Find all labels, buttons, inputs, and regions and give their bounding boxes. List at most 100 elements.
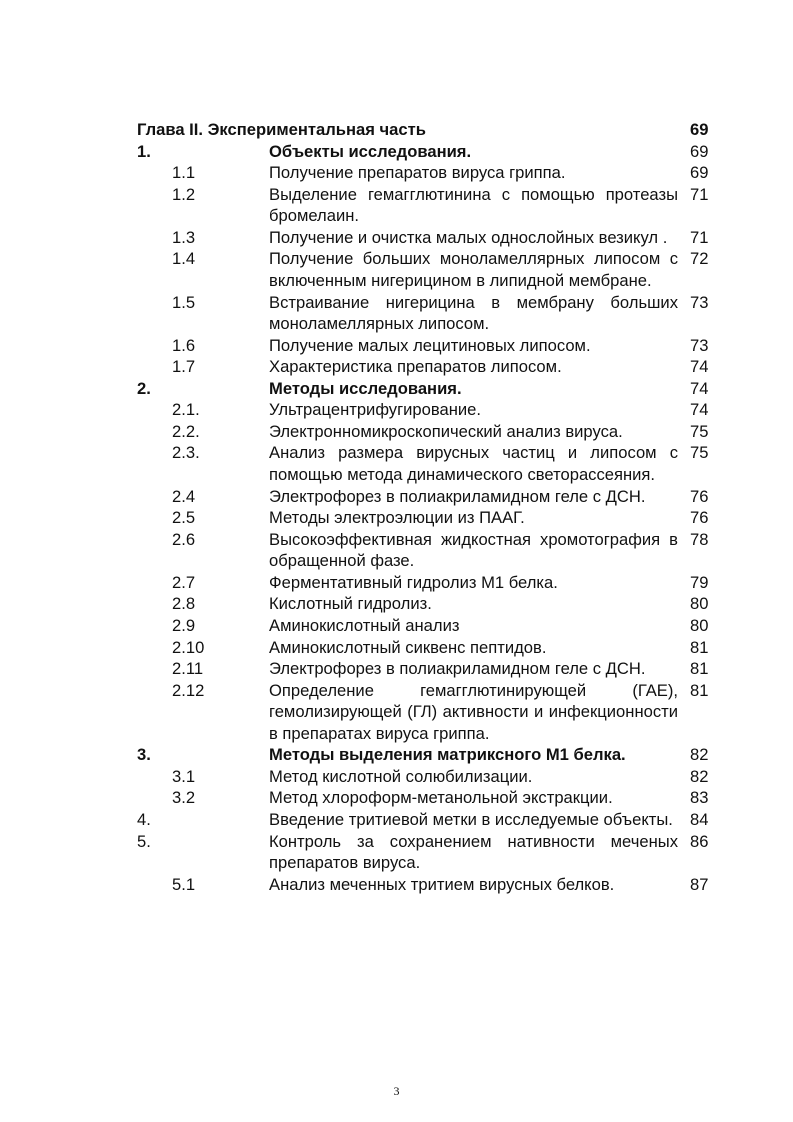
toc-entry: 5. Контроль за сохранением нативности меч… (0, 831, 793, 874)
entry-title: Характеристика препаратов липосом. (269, 357, 562, 377)
entry-page: 86 (690, 831, 709, 851)
toc-entry: 2.9 Аминокислотный анализ 80 (0, 615, 793, 637)
entry-page: 82 (690, 766, 709, 786)
chapter-page: 69 (690, 120, 709, 139)
entry-page: 74 (690, 400, 709, 420)
entry-page: 81 (690, 680, 709, 700)
entry-page: 87 (690, 874, 709, 894)
entry-title: Аминокислотный анализ (269, 615, 460, 635)
toc-entry: 2.1. Ультрацентрифугирование. 74 (0, 399, 793, 421)
page-number: 3 (393, 1084, 400, 1098)
entry-page: 69 (690, 141, 709, 161)
toc-entry: 2.8 Кислотный гидролиз. 80 (0, 593, 793, 615)
entry-page: 75 (690, 443, 709, 463)
entry-title: Методы электроэлюции из ПААГ. (269, 508, 525, 528)
entry-title: Электрофорез в полиакриламидном геле с Д… (269, 486, 646, 506)
entry-number: 1.3 (172, 227, 196, 247)
chapter-title: Глава II. Экспериментальная часть (137, 120, 426, 139)
entry-number: 1.1 (172, 163, 196, 183)
entry-number: 2.8 (172, 594, 196, 614)
toc-entry: 1. Объекты исследования. 69 (0, 141, 793, 163)
entry-page: 71 (690, 184, 709, 204)
toc-entry: 2.11 Электрофорез в полиакриламидном геле… (0, 658, 793, 680)
entry-page: 72 (690, 249, 709, 269)
entry-title: Методы выделения матриксного М1 белка. (269, 745, 626, 765)
toc-entry: 1.5 Встраивание нигерицина в мембрану бо… (0, 292, 793, 335)
toc-entry: 2.2. Электронномикроскопический анализ ви… (0, 421, 793, 443)
entry-page: 79 (690, 572, 709, 592)
entry-number: 2.7 (172, 572, 196, 592)
entry-page: 83 (690, 788, 709, 808)
entry-number: 2.1. (172, 400, 200, 420)
toc-entry: 5.1 Анализ меченных тритием вирусных белк… (0, 874, 793, 896)
entry-number: 2.4 (172, 486, 196, 506)
entry-page: 73 (690, 292, 709, 312)
entry-title: Получение малых лецитиновых липосом. (269, 335, 591, 355)
entry-number: 3.1 (172, 766, 196, 786)
entry-title: Выделение гемагглютинина с помощью проте… (269, 184, 678, 226)
entry-title: Электрофорез в полиакриламидном геле с Д… (269, 659, 646, 679)
entry-number: 2.12 (172, 680, 205, 700)
entry-page: 69 (690, 163, 709, 183)
toc-entry: 2.4 Электрофорез в полиакриламидном геле … (0, 486, 793, 508)
entry-page: 76 (690, 486, 709, 506)
entry-number: 2. (137, 378, 151, 398)
entry-title: Получение больших моноламеллярных липосо… (269, 249, 678, 290)
entry-page: 78 (690, 529, 709, 549)
toc-entry: 3. Методы выделения матриксного М1 белка.… (0, 744, 793, 766)
entry-page: 81 (690, 637, 709, 657)
toc-entry: 2.5 Методы электроэлюции из ПААГ. 76 (0, 507, 793, 529)
entry-title: Анализ меченных тритием вирусных белков. (269, 874, 615, 894)
chapter-heading: Глава II. Экспериментальная часть 69 (0, 119, 793, 141)
toc-entries: 1. Объекты исследования. 69 1.1 Получение пр… (0, 141, 793, 896)
entry-number: 1. (137, 141, 151, 161)
entry-number: 3. (137, 745, 151, 765)
entry-title: Метод хлороформ-метанольной экстракции. (269, 788, 613, 808)
entry-page: 74 (690, 378, 709, 398)
toc-entry: 2. Методы исследования. 74 (0, 378, 793, 400)
entry-title: Аминокислотный сиквенс пептидов. (269, 637, 547, 657)
entry-number: 2.3. (172, 443, 200, 463)
toc-entry: 2.3. Анализ размера вирусных частиц и лип… (0, 442, 793, 485)
entry-number: 2.6 (172, 529, 196, 549)
entry-number: 2.5 (172, 508, 196, 528)
toc-entry: 1.1 Получение препаратов вируса гриппа. 69 (0, 162, 793, 184)
entry-title: Получение препаратов вируса гриппа. (269, 163, 566, 183)
entry-title: Метод кислотной солюбилизации. (269, 766, 533, 786)
entry-number: 4. (137, 810, 151, 829)
entry-number: 1.2 (172, 184, 196, 204)
toc-entry: 1.7 Характеристика препаратов липосом. 74 (0, 356, 793, 378)
entry-number: 5.1 (172, 874, 196, 894)
entry-title: Получение и очистка малых однослойных ве… (269, 227, 668, 247)
entry-page: 76 (690, 508, 709, 528)
toc-entry: 2.7 Ферментативный гидролиз М1 белка. 79 (0, 572, 793, 594)
entry-page: 74 (690, 357, 709, 377)
entry-title: Методы исследования. (269, 378, 462, 398)
toc-entry: 3.1 Метод кислотной солюбилизации. 82 (0, 766, 793, 788)
entry-title: Встраивание нигерицина в мембрану больши… (269, 292, 678, 334)
entry-title: Ферментативный гидролиз М1 белка. (269, 572, 558, 592)
entry-page: 73 (690, 335, 709, 355)
entry-title: Определение гемагглютинирующей (ГАЕ), ге… (269, 680, 678, 743)
entry-number: 3.2 (172, 788, 196, 808)
entry-title: Ультрацентрифугирование. (269, 400, 481, 420)
entry-number: 2.10 (172, 637, 205, 657)
entry-page: 75 (690, 421, 709, 441)
entry-number: 2.2. (172, 421, 200, 441)
table-of-contents: Глава II. Экспериментальная часть 69 1. О… (0, 119, 793, 895)
entry-title: Электронномикроскопический анализ вируса… (269, 421, 623, 441)
toc-entry: 2.12 Определение гемагглютинирующей (ГАЕ)… (0, 680, 793, 745)
entry-page: 82 (690, 745, 709, 765)
entry-number: 1.5 (172, 292, 196, 312)
entry-title: Объекты исследования. (269, 141, 472, 161)
toc-entry: 1.4 Получение больших моноламеллярных лип… (0, 248, 793, 291)
toc-entry: 1.3 Получение и очистка малых однослойных… (0, 227, 793, 249)
toc-entry: 2.10 Аминокислотный сиквенс пептидов. 81 (0, 637, 793, 659)
entry-number: 1.4 (172, 249, 196, 269)
entry-number: 1.7 (172, 357, 196, 377)
entry-number: 2.9 (172, 615, 196, 635)
toc-entry: 1.2 Выделение гемагглютинина с помощью пр… (0, 184, 793, 227)
entry-title: Анализ размера вирусных частиц и липосом… (269, 443, 678, 484)
entry-page: 84 (690, 810, 709, 829)
entry-page: 80 (690, 615, 709, 635)
